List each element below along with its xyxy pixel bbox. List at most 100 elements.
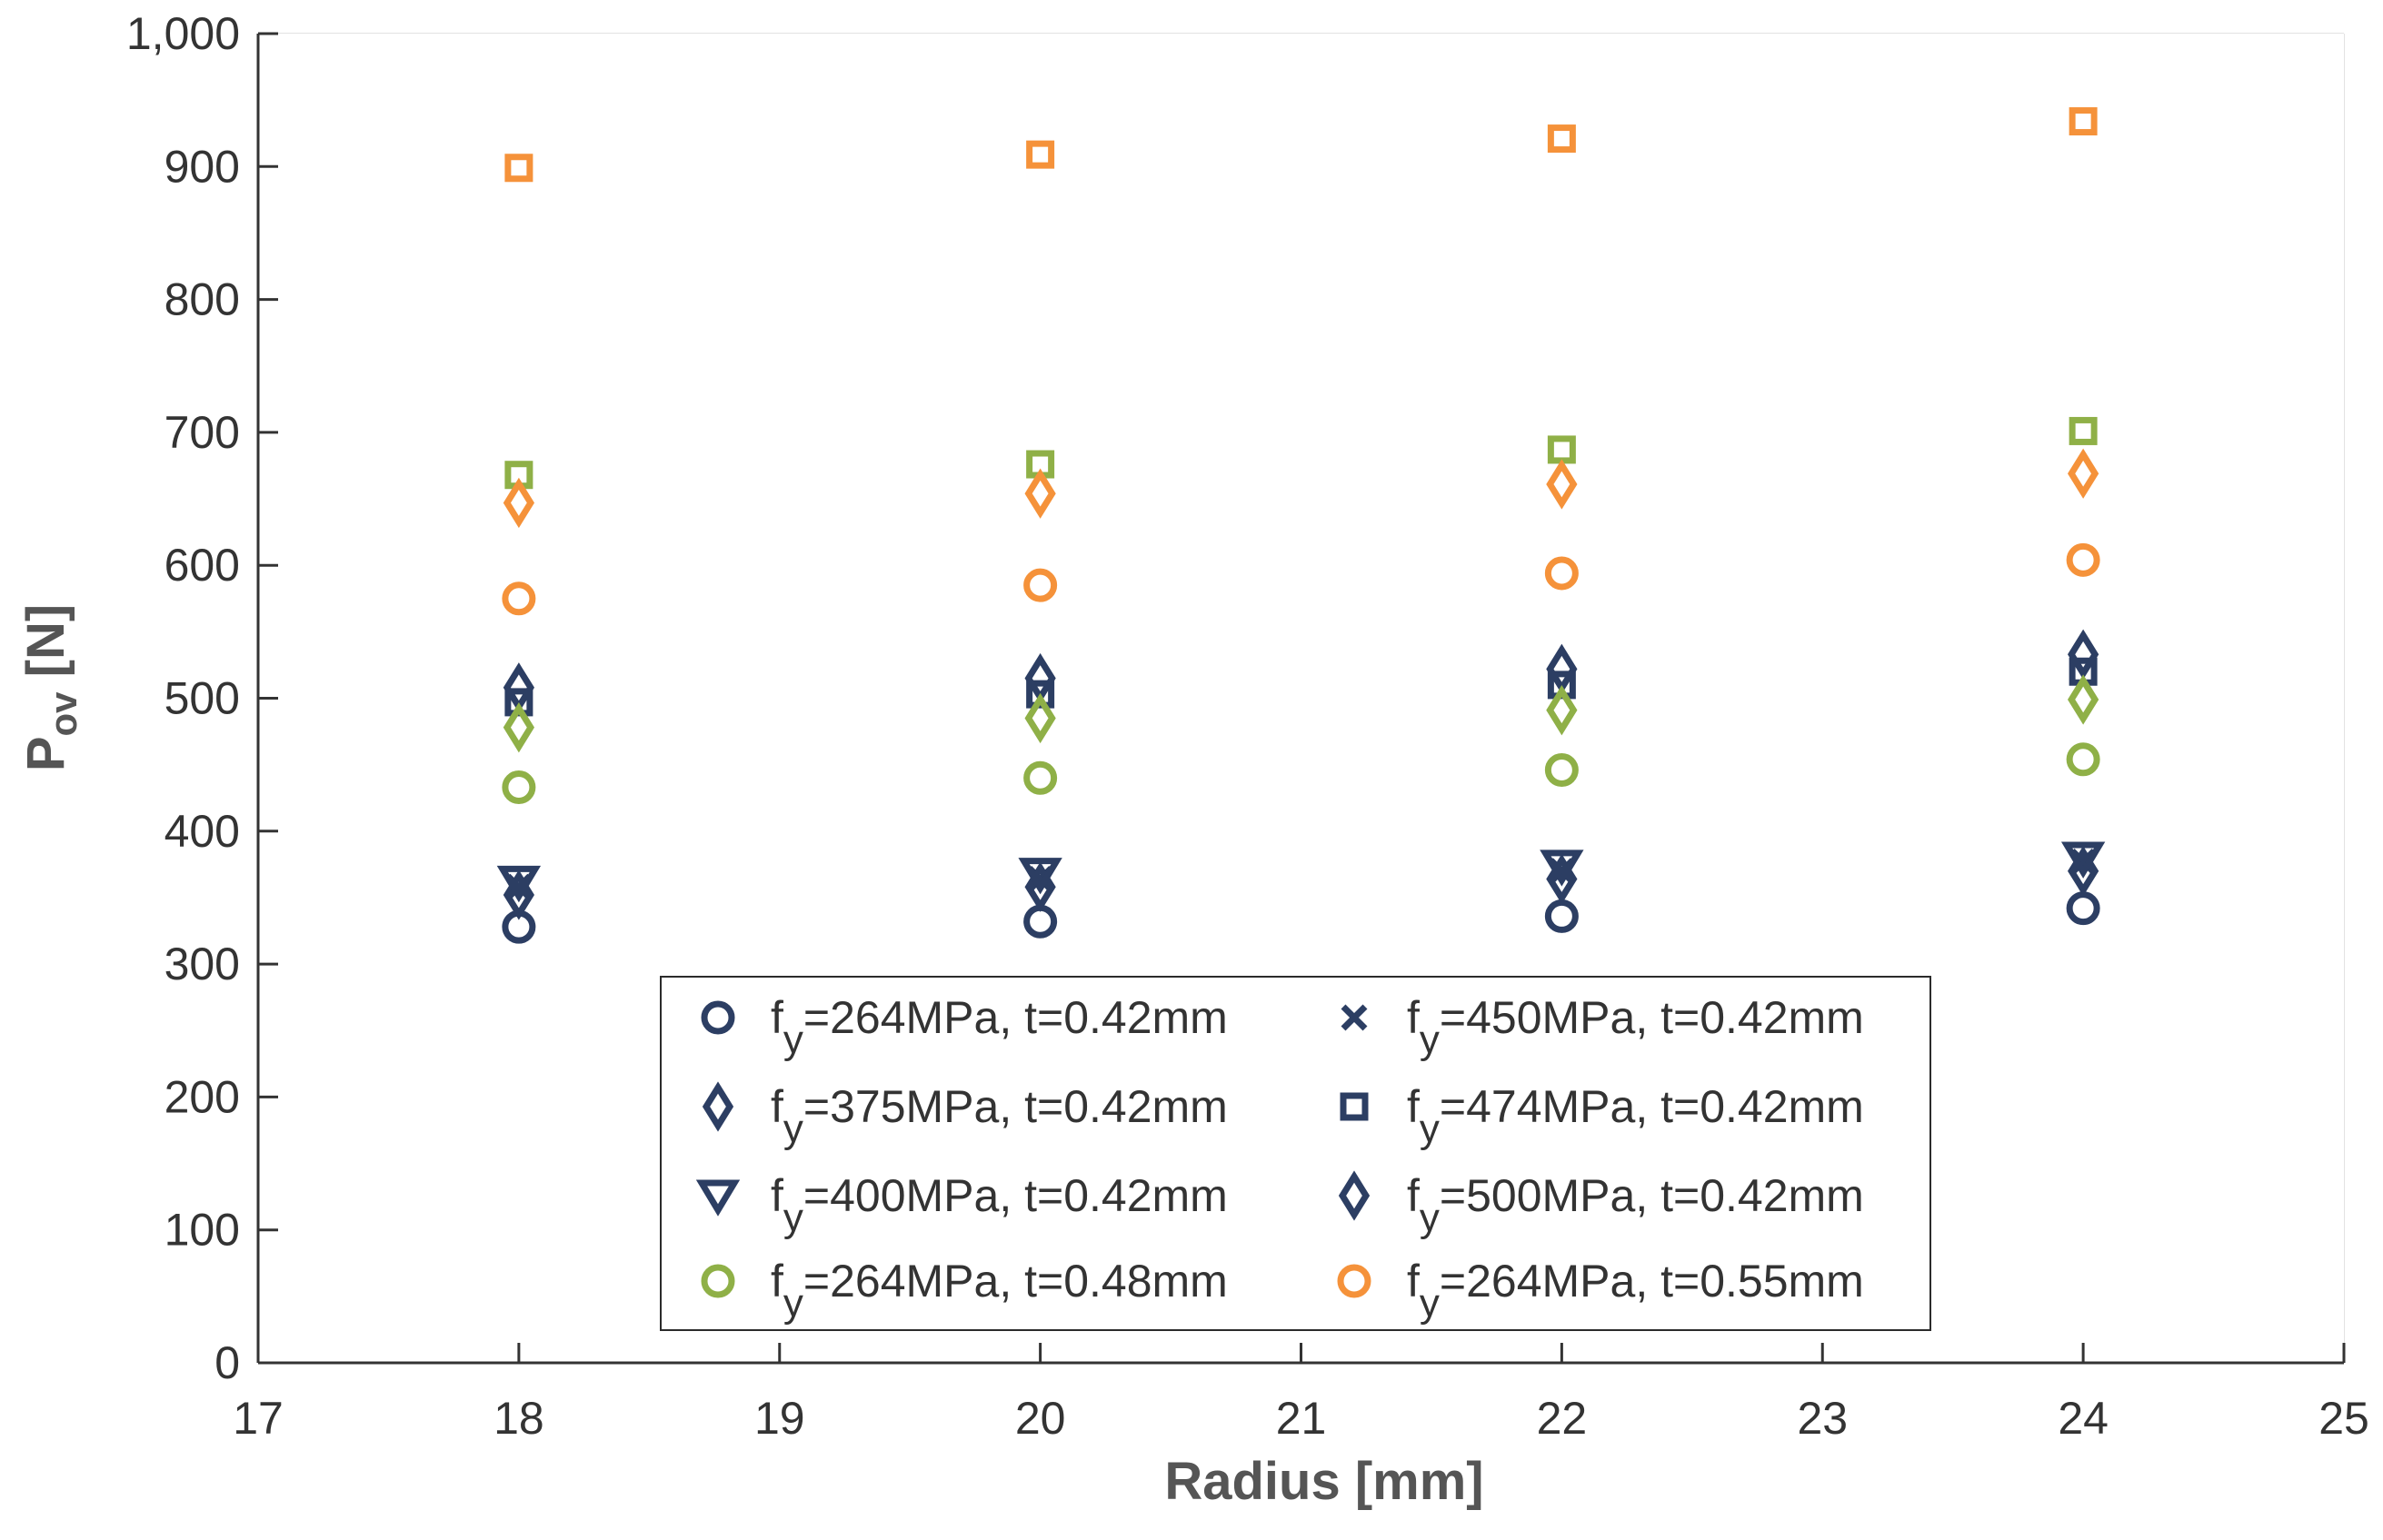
data-point — [2068, 674, 2099, 725]
legend-entry: fy=264MPa, t=0.48mm — [701, 1256, 1228, 1326]
legend-label-prefix: f — [1407, 992, 1420, 1043]
x-tick-label: 25 — [2318, 1393, 2369, 1444]
data-point — [1024, 692, 1056, 744]
y-tick-label: 300 — [165, 939, 240, 989]
legend-label-rest: =500MPa, t=0.42mm — [1440, 1170, 1864, 1221]
x-tick-label: 21 — [1276, 1393, 1327, 1444]
x-axis: 17 18 19 20 21 22 23 24 25 — [233, 1343, 2369, 1444]
legend-marker — [701, 1264, 735, 1298]
legend-box — [660, 976, 1931, 1331]
data-point — [502, 770, 536, 805]
legend-entry: fy=375MPa, t=0.42mm — [702, 1081, 1228, 1151]
x-tick-label: 23 — [1797, 1393, 1848, 1444]
data-markers — [496, 107, 2106, 944]
legend-label-sub: y — [1420, 1018, 1440, 1062]
series-12 — [504, 107, 2098, 183]
legend-label-sub: y — [783, 1018, 803, 1062]
legend-label: fy=474MPa, t=0.42mm — [1407, 1081, 1864, 1151]
legend-label-prefix: f — [771, 1256, 783, 1307]
data-point — [504, 154, 533, 183]
legend-label-rest: =474MPa, t=0.42mm — [1440, 1081, 1864, 1132]
y-tick-label: 1,000 — [126, 8, 240, 59]
y-tick-label: 200 — [165, 1071, 240, 1122]
x-tick-label: 24 — [2058, 1393, 2109, 1444]
data-point — [1026, 680, 1055, 709]
legend-label-sub: y — [1420, 1196, 1440, 1240]
x-axis-title: Radius [mm] — [1164, 1452, 1483, 1511]
data-point — [1546, 685, 1578, 736]
legend-label: fy=264MPa, t=0.42mm — [771, 992, 1228, 1062]
legend-marker — [702, 1081, 734, 1132]
legend-label-rest: =400MPa, t=0.42mm — [803, 1170, 1228, 1221]
data-point — [503, 477, 534, 529]
legend-entry: fy=474MPa, t=0.42mm — [1340, 1081, 1864, 1151]
series-9 — [503, 674, 2099, 753]
legend-entry: fy=264MPa, t=0.55mm — [1337, 1256, 1864, 1326]
data-point — [1023, 568, 1058, 602]
legend-marker — [695, 1179, 741, 1217]
x-tick-label: 19 — [754, 1393, 805, 1444]
legend-label-sub: y — [1420, 1281, 1440, 1326]
data-point — [2069, 416, 2098, 445]
legend-label-sub: y — [783, 1196, 803, 1240]
x-tick-label: 22 — [1537, 1393, 1588, 1444]
legend-label-sub: y — [783, 1281, 803, 1326]
legend-marker — [1338, 1170, 1371, 1221]
data-point — [2066, 742, 2100, 777]
legend-label-rest: =264MPa, t=0.48mm — [803, 1256, 1228, 1307]
data-point — [2068, 629, 2099, 680]
y-tick-label: 0 — [214, 1337, 240, 1388]
legend-label: fy=375MPa, t=0.42mm — [771, 1081, 1228, 1151]
y-tick-label: 900 — [165, 141, 240, 192]
data-point — [496, 865, 542, 903]
data-point — [1018, 858, 1062, 895]
y-axis: 0 100 200 300 400 500 600 700 800 900 1,000 — [126, 8, 278, 1388]
legend-marker — [1337, 1264, 1371, 1298]
legend-label-prefix: f — [771, 1170, 783, 1221]
legend-label-rest: =450MPa, t=0.42mm — [1440, 992, 1864, 1043]
legend-label-prefix: f — [1407, 1170, 1420, 1221]
data-point — [2069, 107, 2098, 136]
y-axis-title-unit: [N] — [16, 604, 75, 692]
y-axis-title-main: P — [16, 736, 75, 771]
legend-label-sub: y — [783, 1107, 803, 1151]
legend-label: fy=500MPa, t=0.42mm — [1407, 1170, 1864, 1240]
y-axis-title-sub: ov — [42, 691, 85, 737]
legend-label: fy=450MPa, t=0.42mm — [1407, 992, 1864, 1062]
data-point — [503, 702, 534, 753]
legend-label-prefix: f — [1407, 1256, 1420, 1307]
legend: fy=264MPa, t=0.42mm fy=450MPa, t=0.42mmfy… — [660, 976, 1931, 1331]
legend-marker — [701, 1000, 735, 1035]
data-point — [1026, 140, 1055, 169]
series-7 — [502, 742, 2100, 805]
y-tick-label: 600 — [165, 540, 240, 591]
data-point — [1023, 760, 1058, 795]
legend-marker — [1341, 1004, 1368, 1031]
data-point — [1547, 124, 1576, 154]
legend-label-sub: y — [1420, 1107, 1440, 1151]
legend-label: fy=264MPa, t=0.48mm — [771, 1256, 1228, 1326]
legend-label-prefix: f — [771, 992, 783, 1043]
data-point — [1544, 753, 1579, 788]
legend-entry: fy=400MPa, t=0.42mm — [695, 1170, 1228, 1240]
y-tick-label: 100 — [165, 1205, 240, 1256]
data-point — [502, 581, 536, 616]
x-tick-label: 18 — [494, 1393, 544, 1444]
x-tick-label: 20 — [1015, 1393, 1066, 1444]
legend-entry: fy=500MPa, t=0.42mm — [1338, 1170, 1864, 1240]
series-8 — [502, 542, 2100, 616]
legend-label: fy=400MPa, t=0.42mm — [771, 1170, 1228, 1240]
legend-label-prefix: f — [771, 1081, 783, 1132]
series-5 — [496, 841, 2106, 903]
y-tick-label: 700 — [165, 407, 240, 458]
y-axis-title: Pov [N] — [16, 604, 85, 771]
legend-label-rest: =375MPa, t=0.42mm — [803, 1081, 1228, 1132]
legend-marker — [1340, 1092, 1369, 1121]
legend-entry: fy=450MPa, t=0.42mm — [1341, 992, 1864, 1062]
y-tick-label: 400 — [165, 806, 240, 857]
y-tick-label: 800 — [165, 274, 240, 325]
series-11 — [503, 448, 2099, 529]
legend-entry: fy=264MPa, t=0.42mm — [701, 992, 1228, 1062]
data-point — [1024, 468, 1056, 519]
